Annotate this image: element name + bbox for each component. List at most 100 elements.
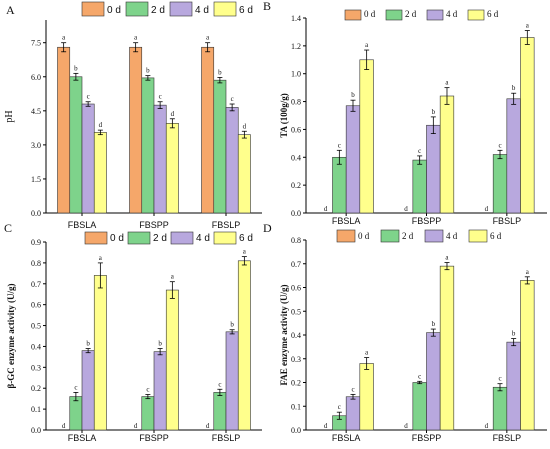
legend-label: 2 d xyxy=(402,231,414,241)
category-label: FBSPP xyxy=(412,433,442,443)
panel-letter: D xyxy=(263,221,272,235)
significance-label: b xyxy=(158,340,162,348)
significance-label: d xyxy=(134,422,138,430)
significance-label: a xyxy=(526,268,530,276)
significance-label: d xyxy=(324,205,328,213)
y-tick-label: 0.7 xyxy=(291,260,301,269)
legend-swatch xyxy=(127,231,151,245)
legend-swatch xyxy=(424,229,444,243)
chart-panel-b: B 0.0 0.2 0.4 0.6 0.8 1.0 1.2 1.4 TA (100g/g) FBSL… xyxy=(263,0,547,226)
bar xyxy=(439,95,455,214)
panel-letter: A xyxy=(6,3,15,17)
bar xyxy=(426,332,441,431)
legend-swatch xyxy=(468,229,488,243)
category-label: FBSLP xyxy=(493,216,522,226)
bar xyxy=(520,37,535,214)
significance-label: c xyxy=(338,141,341,149)
significance-label: a xyxy=(365,349,369,357)
y-tick-label: 0.8 xyxy=(291,236,301,245)
significance-label: b xyxy=(432,108,436,116)
significance-label: c xyxy=(87,93,90,101)
significance-label: b xyxy=(74,64,78,72)
y-tick-label: 0.5 xyxy=(291,307,301,316)
bar xyxy=(520,280,535,431)
y-axis-label: pH xyxy=(4,110,15,122)
significance-label: b xyxy=(230,321,234,329)
bar xyxy=(57,46,71,214)
y-tick-label: 0.7 xyxy=(31,280,41,289)
bar xyxy=(237,260,251,431)
significance-label: c xyxy=(418,372,421,380)
legend-label: 2 d xyxy=(153,233,167,244)
significance-label: c xyxy=(159,93,162,101)
y-tick-label: 0.0 xyxy=(291,426,301,435)
y-tick-label: 0.4 xyxy=(291,331,301,340)
significance-label: d xyxy=(404,205,408,213)
bar xyxy=(69,396,83,431)
significance-label: c xyxy=(418,147,421,155)
legend-swatch xyxy=(336,229,356,243)
significance-label: c xyxy=(351,385,354,393)
y-tick-label: 0.5 xyxy=(31,322,41,331)
y-tick-label: 7.5 xyxy=(31,39,41,48)
significance-label: c xyxy=(74,383,77,391)
legend-swatch xyxy=(170,231,194,245)
significance-label: b xyxy=(218,68,222,76)
significance-label: a xyxy=(243,248,247,256)
legend-swatch xyxy=(467,9,485,21)
significance-label: a xyxy=(365,41,369,49)
chart-panel-c: C 0.0 0.1 0.2 0.3 0.4 0.5 0.6 0.7 0.8 0.9 β-GC enzy… xyxy=(4,221,262,443)
y-tick-label: 0.6 xyxy=(291,125,301,134)
bar xyxy=(345,396,361,431)
legend-swatch xyxy=(169,1,193,17)
y-tick-label: 0.8 xyxy=(31,259,41,268)
legend-label: 0 d xyxy=(358,231,370,241)
legend-label: 4 d xyxy=(195,5,209,16)
significance-label: b xyxy=(512,84,516,92)
bar xyxy=(81,103,95,214)
significance-label: d xyxy=(485,205,489,213)
chart-panel-d: D 0.0 0.1 0.2 0.3 0.4 0.5 0.6 0.7 0.8 FAE enzyme a… xyxy=(263,221,547,443)
significance-label: a xyxy=(445,254,449,262)
y-tick-label: 0.9 xyxy=(31,238,41,247)
legend-label: 6 d xyxy=(487,9,499,19)
legend-label: 0 d xyxy=(107,5,121,16)
bar xyxy=(201,46,215,214)
bar xyxy=(492,154,508,214)
legend-swatch xyxy=(81,1,105,17)
significance-label: d xyxy=(243,122,247,130)
significance-label: a xyxy=(445,79,449,87)
significance-label: d xyxy=(485,422,489,430)
panel-letter: B xyxy=(263,0,271,13)
chart-panel-a: A 0.0 1.5 3.0 4.5 6.0 7.5 pH FBSLA a b c d FBSPP a b c d F… xyxy=(4,1,262,230)
bar xyxy=(225,331,239,431)
legend-label: 6 d xyxy=(239,5,253,16)
category-label: FBSLA xyxy=(68,433,97,443)
bar xyxy=(129,46,143,214)
legend-swatch xyxy=(213,1,237,17)
bar xyxy=(141,77,155,214)
significance-label: d xyxy=(404,422,408,430)
legend-label: 4 d xyxy=(446,231,458,241)
legend-label: 4 d xyxy=(446,9,458,19)
significance-label: c xyxy=(146,385,149,393)
bar xyxy=(359,363,374,431)
bar xyxy=(81,350,95,431)
category-label: FBSLA xyxy=(332,216,361,226)
bar xyxy=(439,265,455,431)
significance-label: c xyxy=(498,141,501,149)
y-tick-label: 1.0 xyxy=(291,70,301,79)
bar xyxy=(237,134,251,214)
legend-swatch xyxy=(380,229,400,243)
legend-label: 0 d xyxy=(364,9,376,19)
legend-label: 2 d xyxy=(151,5,165,16)
significance-label: c xyxy=(218,380,221,388)
bar xyxy=(426,124,441,214)
category-label: FBSLA xyxy=(332,433,361,443)
category-label: FBSLP xyxy=(493,433,522,443)
y-tick-label: 0.4 xyxy=(291,153,301,162)
category-label: FBSLP xyxy=(212,220,241,230)
significance-label: b xyxy=(146,67,150,75)
significance-label: a xyxy=(134,34,138,42)
category-label: FBSPP xyxy=(139,220,169,230)
